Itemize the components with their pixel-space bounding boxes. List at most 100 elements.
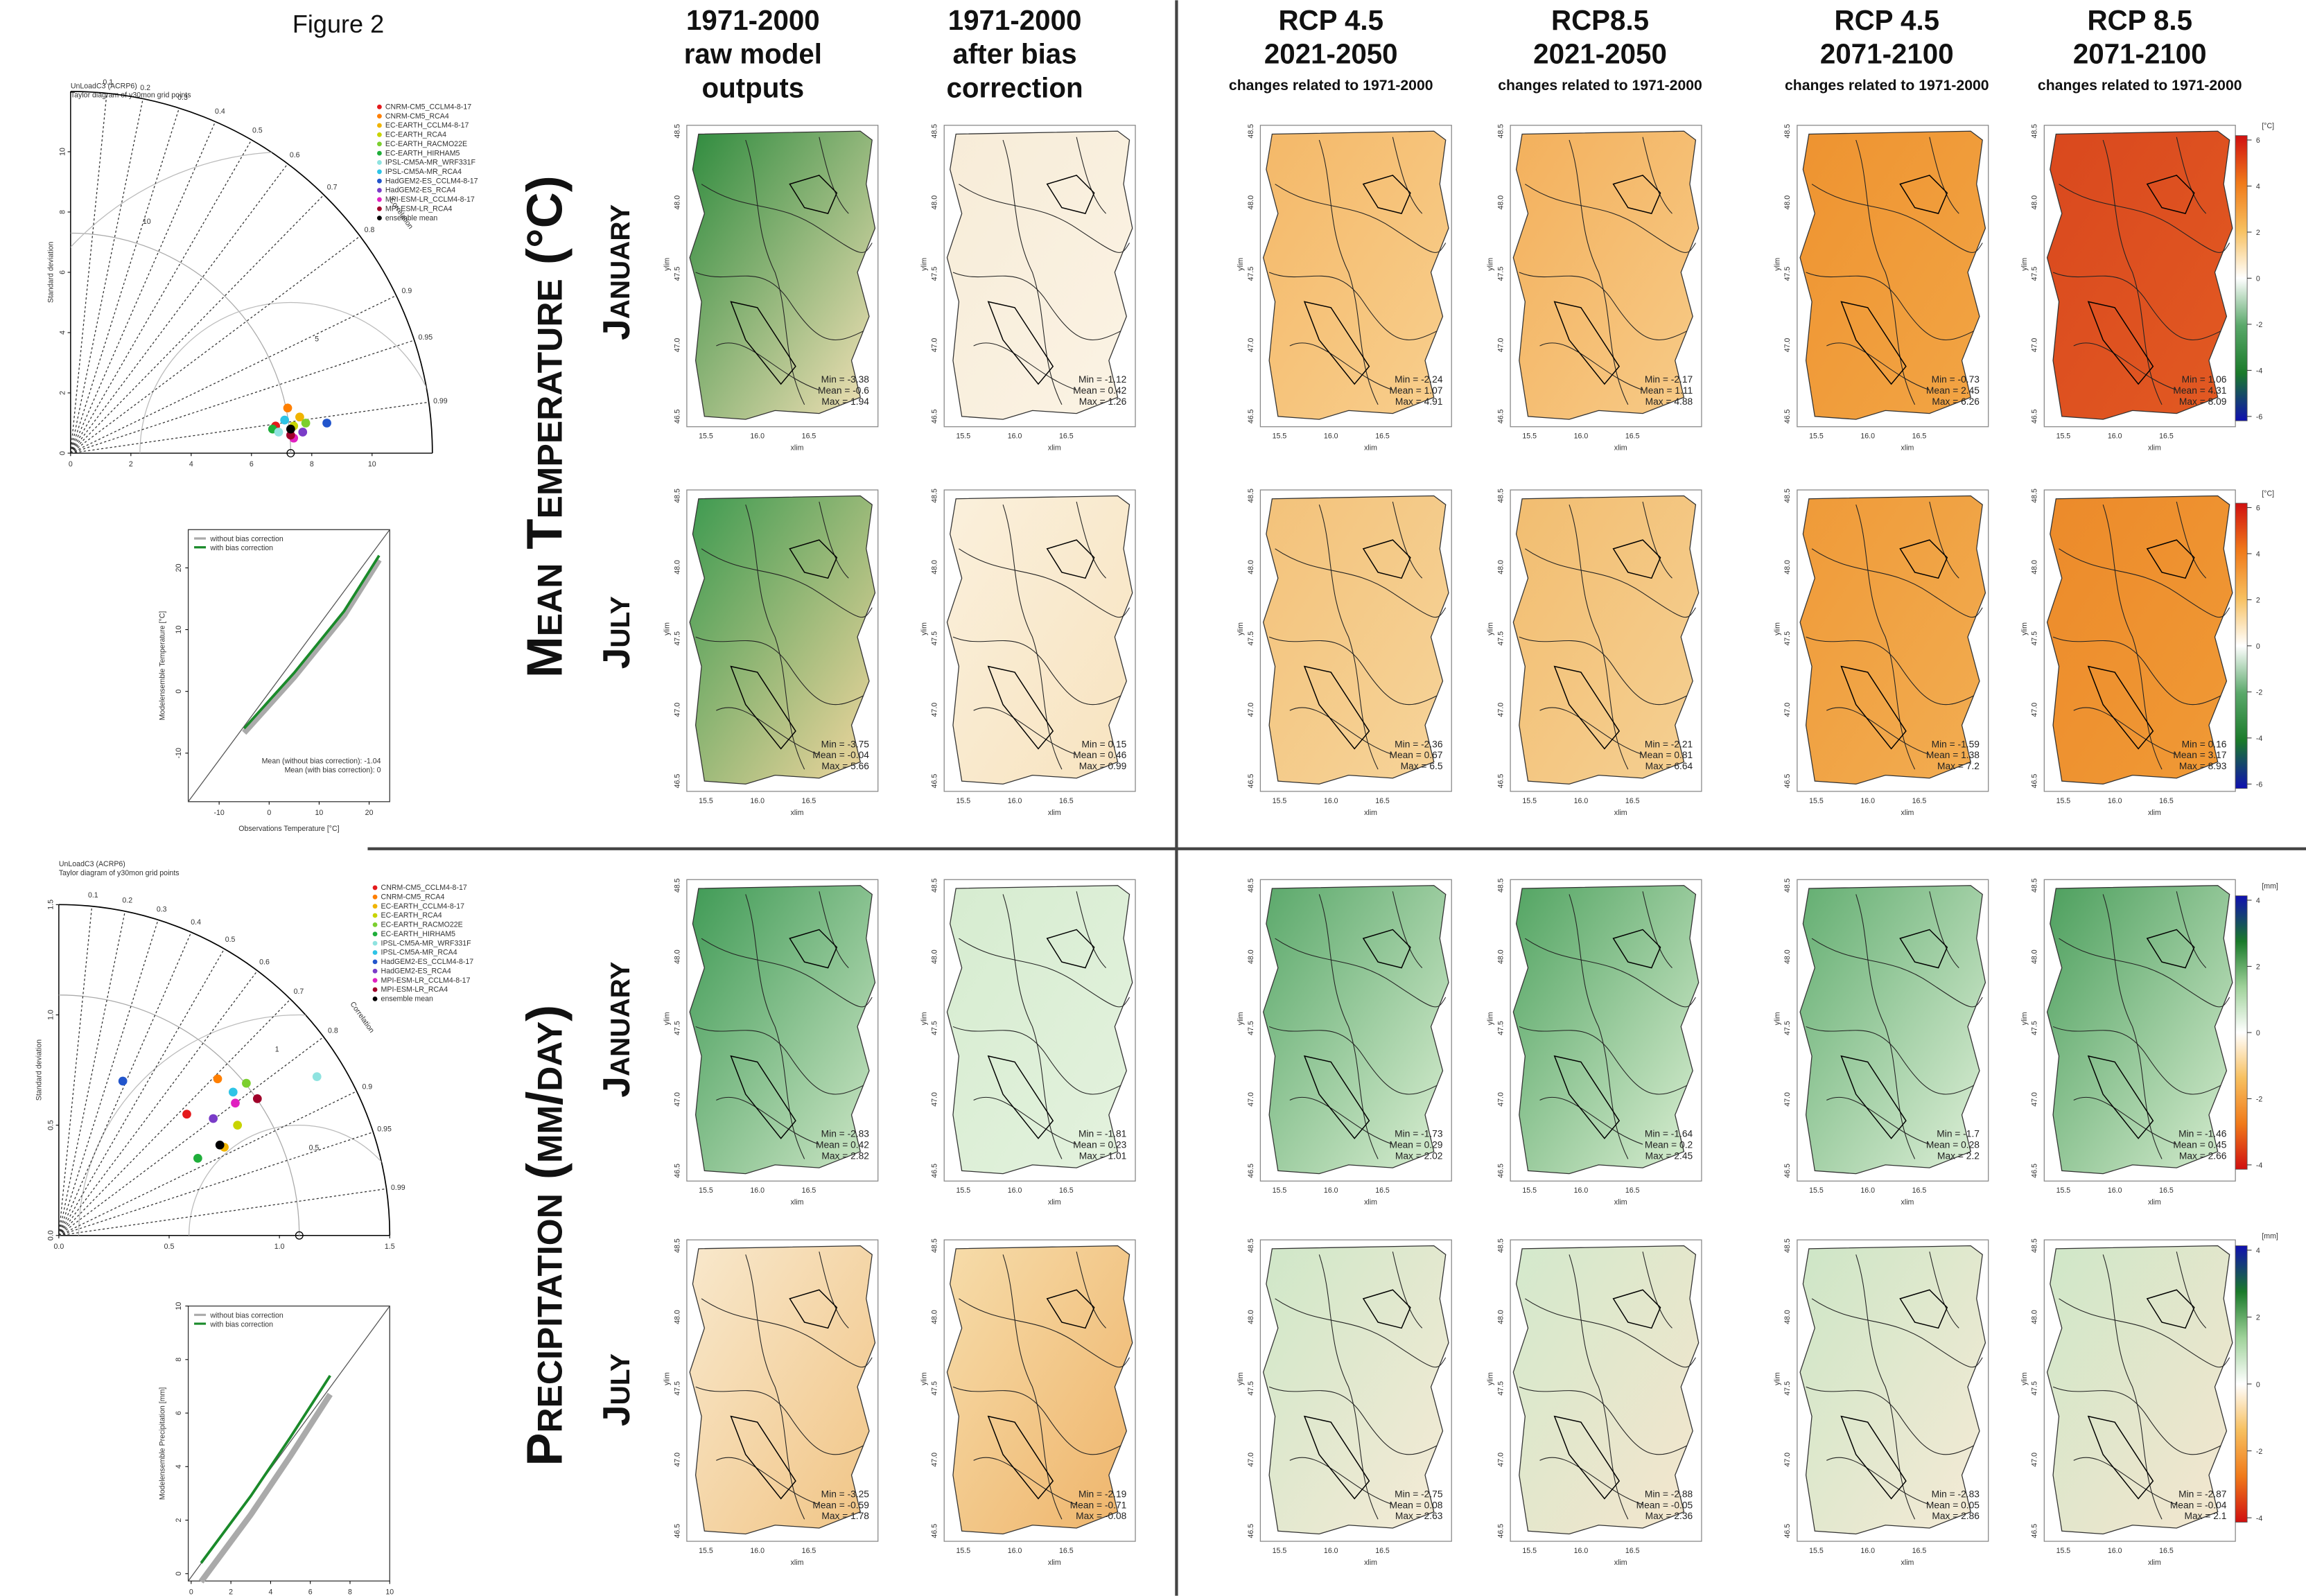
- column-header: 2071-2100: [2073, 39, 2207, 70]
- map-y-tick: 48.5: [1247, 1238, 1255, 1253]
- panel-stat: Mean = -0.71: [1070, 1500, 1127, 1510]
- x-tick-label: 0: [267, 809, 271, 817]
- column-header: RCP 8.5: [2087, 5, 2192, 36]
- map-y-tick: 48.5: [1496, 1238, 1505, 1253]
- x-axis-label: Observations Temperature [°C]: [238, 825, 339, 833]
- map-y-tick: 47.5: [1496, 1021, 1505, 1035]
- y-tick-label: 10: [175, 626, 183, 634]
- legend-swatch: [373, 886, 378, 891]
- colorbar: [2235, 136, 2247, 421]
- colorbar-tick-label: 0: [2256, 642, 2260, 651]
- panel-stat: Min = -1.81: [1078, 1129, 1126, 1139]
- map-x-tick: 16.5: [1375, 1186, 1390, 1195]
- map-y-tick: 48.5: [1247, 124, 1255, 139]
- colorbar-tick-label: 4: [2256, 550, 2260, 559]
- map-x-tick: 16.0: [1324, 432, 1338, 441]
- map-y-label: ylim: [920, 622, 929, 635]
- legend-swatch: [373, 997, 378, 1001]
- panel-stat: Max = 6.64: [1645, 761, 1693, 771]
- panel-stat: Max = 2.82: [821, 1150, 869, 1161]
- map-y-tick: 48.0: [2031, 949, 2039, 964]
- map-x-tick: 16.0: [1574, 797, 1589, 805]
- colorbar-tick-label: -2: [2256, 689, 2263, 697]
- map-y-tick: 48.0: [931, 560, 939, 575]
- panel-stat: Min = -3.38: [821, 374, 870, 385]
- panel-stat: Max = 7.2: [1937, 761, 1980, 771]
- taylor-point: [182, 1110, 191, 1119]
- map-y-label: ylim: [920, 1372, 929, 1385]
- panel-stat: Mean = 0.2: [1645, 1139, 1693, 1150]
- map-y-tick: 47.5: [1247, 267, 1255, 281]
- map-y-tick: 48.5: [931, 878, 939, 893]
- map-y-tick: 47.5: [1783, 1381, 1792, 1396]
- column-header: RCP 4.5: [1834, 5, 1939, 36]
- map-x-tick: 16.0: [1860, 797, 1875, 805]
- legend-swatch: [377, 169, 382, 174]
- legend-label: MPI-ESM-LR_RCA4: [385, 204, 453, 213]
- map-y-tick: 48.5: [673, 1238, 681, 1253]
- map-y-tick: 48.0: [2031, 1310, 2039, 1324]
- map-x-tick: 15.5: [956, 797, 970, 805]
- map-y-label: ylim: [1487, 1012, 1495, 1025]
- legend-label: without bias correction: [209, 535, 283, 543]
- map-y-tick: 48.5: [1783, 489, 1792, 503]
- legend-label: CNRM-CM5_RCA4: [381, 893, 445, 901]
- y-tick-label: 4: [175, 1464, 183, 1468]
- map-x-label: xlim: [1901, 809, 1914, 817]
- panel-stat: Mean = 0.29: [1389, 1139, 1442, 1150]
- legend-label: MPI-ESM-LR_CCLM4-8-17: [381, 976, 471, 985]
- map-y-label: ylim: [920, 1012, 929, 1025]
- map-y-label: ylim: [1237, 1012, 1245, 1025]
- panel-stat: Max = 1.01: [1079, 1150, 1127, 1161]
- colorbar-tick-label: 4: [2256, 1247, 2260, 1255]
- map-x-label: xlim: [791, 1198, 804, 1207]
- legend-swatch: [373, 931, 378, 936]
- map-y-tick: 47.5: [673, 1021, 681, 1035]
- colorbar-tick-label: -4: [2256, 367, 2263, 376]
- plot-note: Mean (with bias correction): 0: [285, 766, 381, 774]
- panel-stat: Mean = 1.11: [1640, 385, 1693, 396]
- map-y-tick: 47.0: [1247, 1092, 1255, 1107]
- column-note: changes related to 1971-2000: [2038, 78, 2242, 94]
- map-y-tick: 48.0: [1496, 949, 1505, 964]
- map-y-tick: 47.0: [1496, 1092, 1505, 1107]
- map-x-tick: 15.5: [1522, 432, 1537, 441]
- y-tick-label: 0.0: [46, 1230, 55, 1240]
- panel-stat: Max = 4.88: [1645, 396, 1693, 407]
- map-x-tick: 16.0: [1008, 432, 1022, 441]
- map-x-tick: 16.5: [1625, 797, 1640, 805]
- map-y-tick: 46.5: [1496, 774, 1505, 789]
- colorbar-tick-label: -2: [2256, 1448, 2263, 1456]
- colorbar: [2235, 896, 2247, 1170]
- panel-stat: Mean = 0.67: [1389, 750, 1442, 760]
- map-x-tick: 16.5: [1625, 1547, 1640, 1555]
- map-y-tick: 47.5: [673, 631, 681, 646]
- map-y-tick: 48.0: [1247, 195, 1255, 210]
- legend-label: ensemble mean: [381, 995, 433, 1003]
- taylor-point: [313, 1072, 322, 1081]
- panel-stat: Min = -2.19: [1078, 1489, 1127, 1499]
- map-y-tick: 46.5: [1783, 1524, 1792, 1538]
- legend-swatch: [377, 179, 382, 184]
- legend-swatch: [373, 978, 378, 983]
- column-header: 2021-2050: [1264, 39, 1398, 70]
- map-x-tick: 16.0: [2108, 797, 2122, 805]
- legend-label: EC-EARTH_RACMO22E: [385, 140, 467, 148]
- map-y-tick: 48.5: [1496, 878, 1505, 893]
- map-x-tick: 16.5: [802, 797, 816, 805]
- x-tick-label: 1.5: [385, 1243, 395, 1251]
- taylor-point: [298, 428, 307, 437]
- map-y-tick: 48.0: [2031, 560, 2039, 575]
- map-x-label: xlim: [1614, 1198, 1627, 1207]
- panel-stat: Max = 2.66: [2179, 1150, 2227, 1161]
- map-y-tick: 47.5: [1783, 631, 1792, 646]
- map-x-tick: 15.5: [1273, 1186, 1287, 1195]
- correlation-label: 0.99: [433, 397, 448, 405]
- correlation-label: 0.9: [362, 1082, 372, 1091]
- column-note: changes related to 1971-2000: [1785, 78, 1989, 94]
- map-y-label: ylim: [1487, 622, 1495, 635]
- panel-stat: Mean = -0.05: [1636, 1500, 1693, 1510]
- panel-stat: Min = -1.73: [1395, 1129, 1443, 1139]
- x-tick-label: 4: [268, 1588, 272, 1596]
- map-y-label: ylim: [663, 258, 671, 271]
